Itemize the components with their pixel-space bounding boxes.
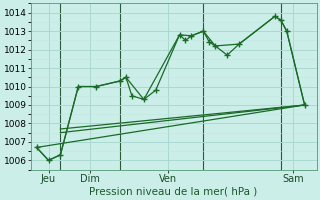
X-axis label: Pression niveau de la mer( hPa ): Pression niveau de la mer( hPa ) xyxy=(90,187,258,197)
